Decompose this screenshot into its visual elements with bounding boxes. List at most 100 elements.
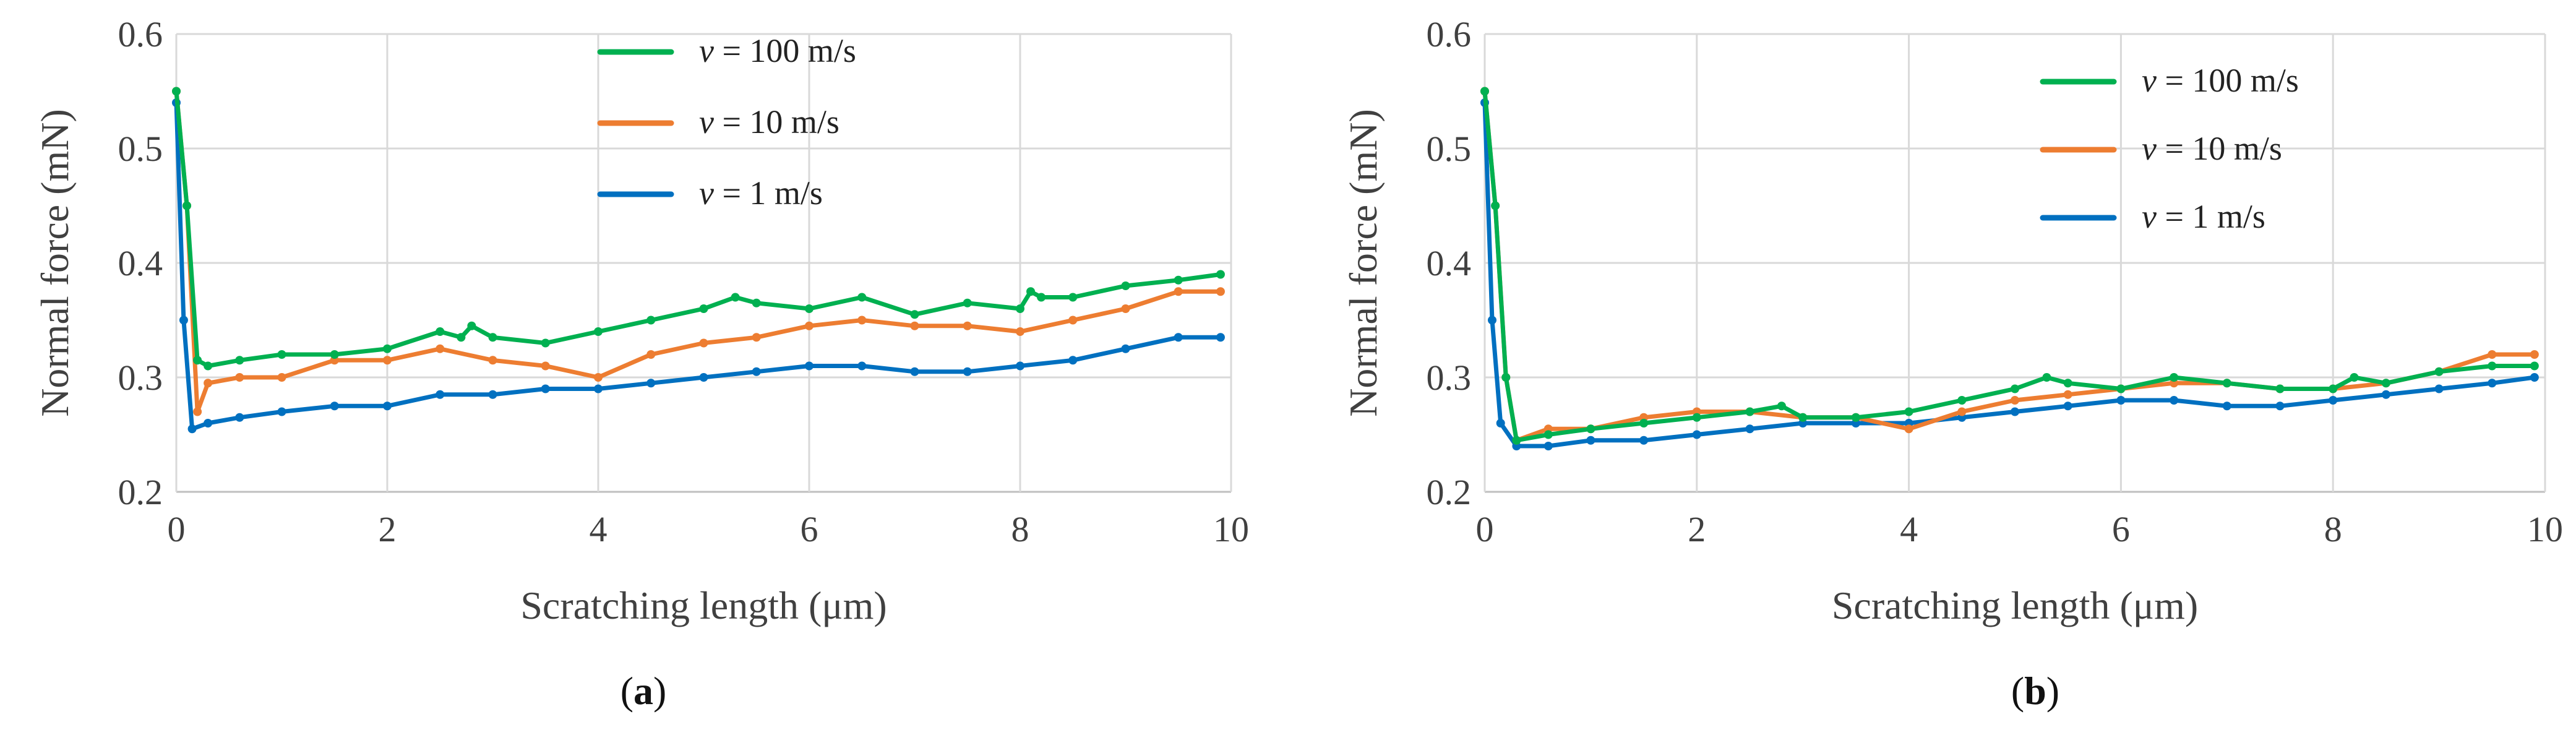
x-tick-label: 6: [801, 509, 818, 549]
series-a-1: [172, 87, 1225, 371]
data-point: [2381, 379, 2390, 388]
data-point: [910, 321, 919, 330]
data-point: [1016, 304, 1024, 313]
data-point: [1639, 436, 1649, 445]
data-point: [963, 298, 972, 307]
data-point: [383, 356, 392, 365]
data-point: [1586, 424, 1595, 434]
x-tick-label: 4: [1900, 509, 1918, 549]
data-point: [330, 402, 339, 411]
x-tick-label: 8: [2324, 509, 2342, 549]
data-point: [2275, 384, 2285, 393]
data-point: [235, 356, 244, 365]
data-point: [1016, 327, 1024, 336]
data-point: [2329, 396, 2338, 405]
x-tick-label: 4: [590, 509, 608, 549]
chart-b-svg: 0.2 0.3 0.4 0.5 0.6 0 2 4 6 8 10 Scratching length …: [1341, 14, 2563, 627]
data-point: [2170, 373, 2179, 382]
data-point: [1068, 356, 1078, 365]
data-point: [2530, 350, 2539, 359]
y-tick-label: 0.3: [1427, 358, 1472, 398]
data-point: [172, 87, 181, 96]
caption-a-letter: a: [633, 669, 653, 713]
data-point: [2042, 373, 2051, 382]
series-line: [1482, 89, 2537, 443]
data-point: [2063, 402, 2072, 411]
data-point: [1501, 373, 1511, 382]
data-point: [1026, 287, 1036, 296]
data-point: [1174, 287, 1183, 296]
data-point: [2434, 384, 2444, 393]
data-point: [182, 201, 192, 210]
data-point: [2011, 396, 2019, 405]
y-tick-label: 0.5: [1427, 129, 1472, 169]
data-point: [2063, 379, 2072, 388]
data-point: [2488, 361, 2497, 371]
data-point: [1745, 424, 1754, 434]
series-a-3: [172, 98, 1225, 434]
data-point: [1037, 293, 1046, 302]
data-point: [1777, 402, 1786, 411]
data-point: [277, 373, 286, 382]
data-point: [1068, 316, 1078, 325]
data-point: [594, 384, 603, 393]
data-point: [731, 293, 740, 302]
data-point: [1957, 396, 1967, 405]
legend-label: v = 100 m/s: [699, 32, 856, 69]
data-point: [1491, 201, 1500, 210]
y-tick-label: 0.2: [118, 472, 163, 512]
x-tick-label: 0: [1476, 509, 1494, 549]
chart-a-svg: 0.2 0.3 0.4 0.5 0.6 0 2 4 6 8 10 Scratching length …: [33, 14, 1249, 627]
data-point: [2350, 373, 2359, 382]
data-point: [467, 321, 476, 330]
y-tick-label: 0.6: [118, 14, 163, 54]
data-point: [2170, 396, 2179, 405]
chart-panel-b: 0.2 0.3 0.4 0.5 0.6 0 2 4 6 8 10 Scratching length …: [1288, 0, 2576, 756]
data-point: [2488, 379, 2497, 388]
y-tick-label: 0.2: [1427, 472, 1472, 512]
data-point: [488, 356, 497, 365]
x-tick-label: 10: [2527, 509, 2563, 549]
data-point: [1121, 344, 1130, 353]
legend-label: v = 10 m/s: [699, 103, 839, 140]
caption-a: (a): [620, 669, 667, 713]
series-line: [1482, 89, 2537, 443]
data-point: [1904, 424, 1913, 434]
data-point: [646, 350, 656, 359]
x-tick-label: 8: [1011, 509, 1029, 549]
data-point: [193, 356, 202, 365]
x-tick-label: 0: [168, 509, 186, 549]
data-point: [1068, 293, 1078, 302]
data-point: [910, 367, 919, 376]
series-a-2: [172, 87, 1225, 416]
chart-panel-a: 0.2 0.3 0.4 0.5 0.6 0 2 4 6 8 10 Scratching length …: [33, 14, 1249, 713]
data-point: [235, 413, 244, 422]
data-point: [179, 316, 188, 325]
data-point: [488, 390, 497, 399]
data-point: [594, 327, 603, 336]
series-line: [174, 100, 1223, 431]
data-point: [541, 384, 550, 393]
data-point: [857, 293, 867, 302]
data-point: [752, 333, 761, 342]
y-tick-label: 0.4: [118, 243, 163, 283]
data-point: [1692, 430, 1701, 439]
data-point: [383, 402, 392, 411]
data-point: [488, 333, 497, 342]
series-line: [174, 89, 1223, 414]
data-point: [1692, 413, 1701, 422]
data-point: [2063, 390, 2072, 399]
data-point: [1016, 361, 1024, 371]
data-point: [1745, 407, 1754, 416]
data-point: [2530, 361, 2539, 371]
data-point: [1174, 333, 1183, 342]
x-axis-title: Scratching length (μm): [1832, 583, 2198, 627]
series-line: [1482, 100, 2537, 449]
data-point: [1216, 270, 1225, 279]
data-point: [2011, 407, 2019, 416]
data-point: [1639, 419, 1649, 427]
data-point: [699, 338, 708, 348]
data-point: [1121, 304, 1130, 313]
data-point: [2116, 384, 2126, 393]
series-line: [174, 89, 1223, 368]
